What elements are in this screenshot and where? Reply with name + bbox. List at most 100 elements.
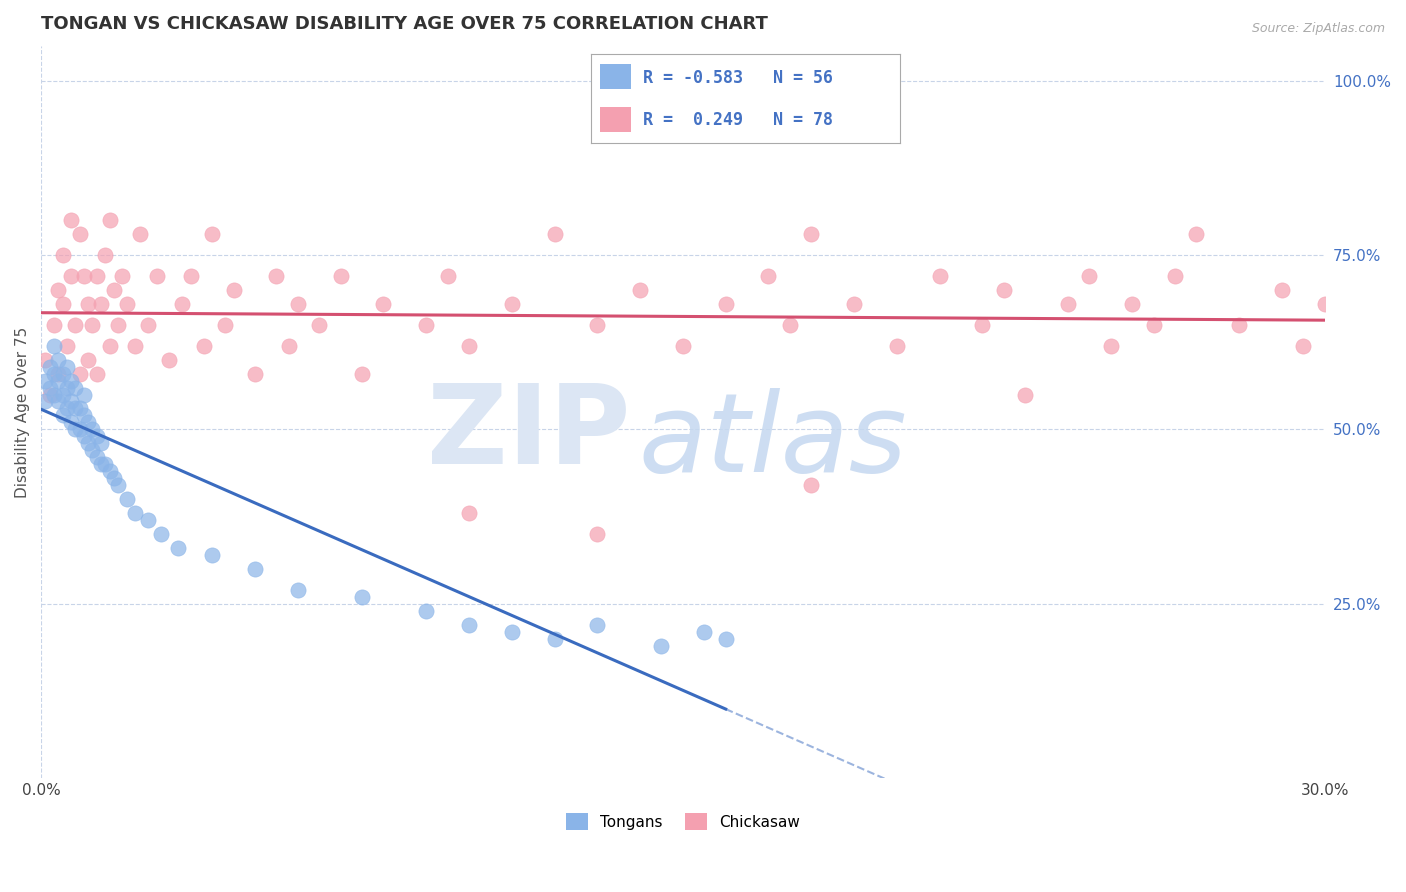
Point (222, 283, 245, 297)
Point (842, 297, 865, 311)
Point (115, 297, 138, 311)
Point (98, 213, 121, 227)
Point (1014, 387, 1036, 401)
Point (38, 359, 60, 374)
Text: TONGAN VS CHICKASAW DISABILITY AGE OVER 75 CORRELATION CHART: TONGAN VS CHICKASAW DISABILITY AGE OVER … (41, 15, 768, 33)
Point (1164, 268, 1187, 283)
Point (278, 339, 301, 353)
Point (46, 394, 69, 409)
Text: R =  0.249   N = 78: R = 0.249 N = 78 (643, 111, 834, 128)
Point (1099, 339, 1122, 353)
Point (287, 297, 309, 311)
Point (1292, 339, 1315, 353)
Point (214, 318, 236, 332)
Point (94, 248, 117, 262)
Point (46, 367, 69, 381)
Point (886, 339, 908, 353)
Point (650, 639, 672, 653)
Point (82, 443, 104, 458)
Point (77, 436, 100, 450)
Point (73, 268, 96, 283)
Point (458, 506, 481, 520)
Point (77, 416, 100, 430)
Point (124, 339, 146, 353)
Point (800, 227, 823, 241)
Point (928, 268, 950, 283)
Point (1057, 297, 1080, 311)
Point (34, 394, 56, 409)
Point (436, 268, 458, 283)
Point (373, 297, 395, 311)
Point (266, 268, 288, 283)
Point (1227, 318, 1250, 332)
Point (201, 227, 224, 241)
Point (65, 401, 87, 416)
Point (98, 464, 121, 478)
Point (1271, 283, 1294, 297)
Point (501, 297, 523, 311)
Text: Source: ZipAtlas.com: Source: ZipAtlas.com (1251, 22, 1385, 36)
Point (60, 416, 83, 430)
Point (42, 318, 65, 332)
Point (90, 457, 112, 471)
Point (586, 527, 609, 541)
Point (86, 367, 108, 381)
Point (73, 409, 96, 423)
Point (86, 429, 108, 443)
Point (415, 318, 437, 332)
Point (415, 604, 437, 618)
Point (350, 590, 373, 604)
Point (159, 352, 181, 367)
Point (501, 624, 523, 639)
Point (60, 374, 83, 388)
Point (714, 297, 737, 311)
Point (60, 213, 83, 227)
Point (34, 352, 56, 367)
Point (1142, 318, 1164, 332)
Point (458, 617, 481, 632)
Point (586, 617, 609, 632)
Point (167, 541, 190, 555)
Point (103, 471, 125, 485)
Bar (600, 107, 631, 132)
Point (714, 632, 737, 646)
Point (73, 429, 96, 443)
Point (243, 367, 266, 381)
Point (69, 227, 91, 241)
Point (993, 283, 1015, 297)
Point (107, 478, 129, 492)
Point (77, 297, 100, 311)
Point (193, 339, 215, 353)
Point (46, 283, 69, 297)
Point (628, 283, 651, 297)
Point (103, 283, 125, 297)
Point (1121, 297, 1143, 311)
Point (34, 374, 56, 388)
Point (1078, 268, 1101, 283)
Point (90, 297, 112, 311)
Point (972, 318, 994, 332)
Point (51, 409, 73, 423)
Point (1313, 297, 1336, 311)
Point (55, 359, 77, 374)
Point (73, 387, 96, 401)
Point (51, 367, 73, 381)
Point (180, 268, 202, 283)
Point (124, 506, 146, 520)
Point (86, 268, 108, 283)
Point (287, 582, 309, 597)
Point (136, 513, 159, 527)
Point (55, 339, 77, 353)
Point (77, 352, 100, 367)
Point (51, 297, 73, 311)
Point (779, 318, 801, 332)
Point (65, 422, 87, 436)
Point (145, 268, 167, 283)
Point (38, 387, 60, 401)
Point (51, 248, 73, 262)
Point (543, 632, 565, 646)
Legend: Tongans, Chickasaw: Tongans, Chickasaw (560, 806, 806, 837)
Point (308, 318, 330, 332)
Point (672, 339, 695, 353)
Point (543, 227, 565, 241)
